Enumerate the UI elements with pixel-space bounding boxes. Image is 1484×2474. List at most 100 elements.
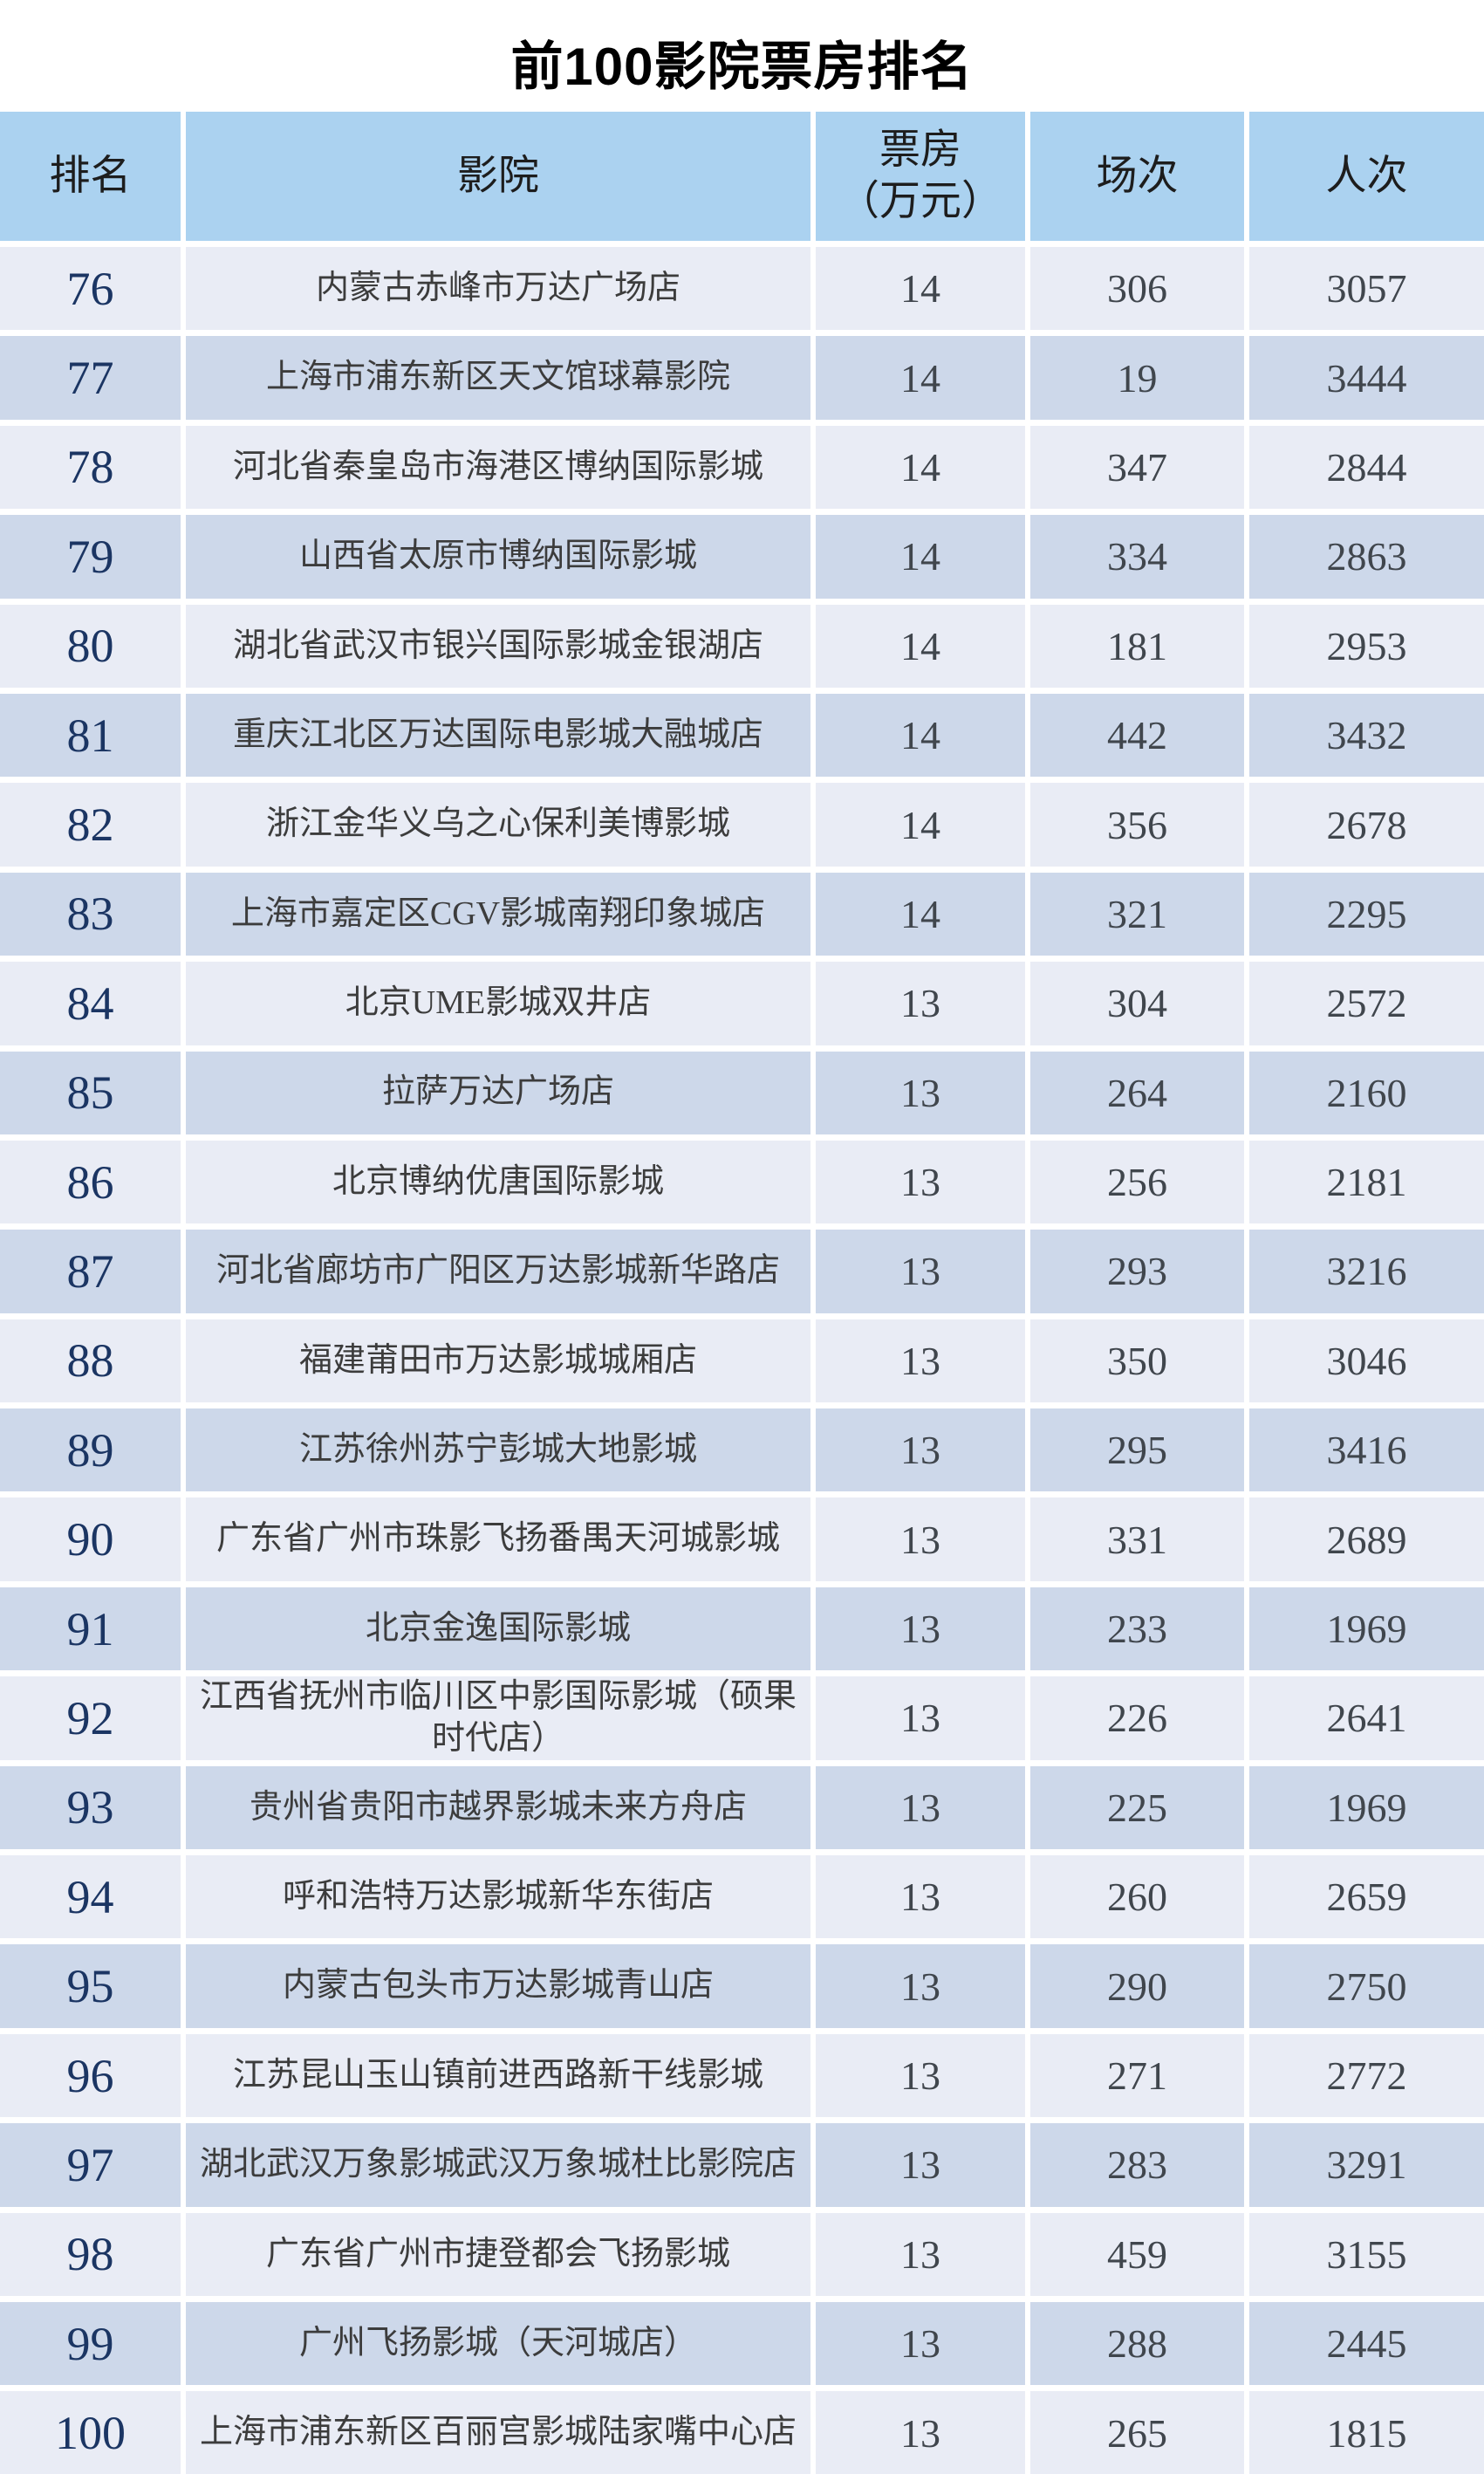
- sessions-cell: 288: [1030, 2301, 1244, 2386]
- rank-cell: 77: [0, 336, 181, 420]
- sessions-cell: 331: [1030, 1497, 1244, 1581]
- boxoffice-cell: 13: [816, 2391, 1025, 2474]
- rank-cell: 86: [0, 1140, 181, 1224]
- admissions-cell: 1969: [1249, 1587, 1484, 1671]
- boxoffice-cell: 14: [816, 425, 1025, 510]
- cinema-cell: 福建莆田市万达影城城厢店: [186, 1319, 810, 1403]
- cinema-cell: 上海市浦东新区百丽宫影城陆家嘴中心店: [186, 2391, 810, 2474]
- admissions-cell: 2659: [1249, 1855, 1484, 1939]
- column-header-boxoffice: 票房 （万元）: [816, 112, 1025, 241]
- boxoffice-cell: 13: [816, 1497, 1025, 1581]
- rank-cell: 80: [0, 604, 181, 688]
- admissions-cell: 2772: [1249, 2033, 1484, 2118]
- admissions-cell: 3155: [1249, 2212, 1484, 2296]
- admissions-cell: 2678: [1249, 783, 1484, 867]
- boxoffice-cell: 13: [816, 1140, 1025, 1224]
- sessions-cell: 306: [1030, 247, 1244, 331]
- sessions-cell: 356: [1030, 783, 1244, 867]
- column-header-rank: 排名: [0, 112, 181, 241]
- boxoffice-cell: 13: [816, 2212, 1025, 2296]
- admissions-cell: 3057: [1249, 247, 1484, 331]
- cinema-cell: 浙江金华义乌之心保利美博影城: [186, 783, 810, 867]
- cinema-cell: 重庆江北区万达国际电影城大融城店: [186, 693, 810, 778]
- boxoffice-cell: 14: [816, 872, 1025, 956]
- sessions-cell: 442: [1030, 693, 1244, 778]
- boxoffice-cell: 13: [816, 1408, 1025, 1492]
- rank-cell: 97: [0, 2123, 181, 2207]
- admissions-cell: 3432: [1249, 693, 1484, 778]
- sessions-cell: 181: [1030, 604, 1244, 688]
- boxoffice-cell: 14: [816, 336, 1025, 420]
- sessions-cell: 350: [1030, 1319, 1244, 1403]
- boxoffice-cell: 13: [816, 1319, 1025, 1403]
- sessions-cell: 347: [1030, 425, 1244, 510]
- rank-cell: 95: [0, 1944, 181, 2028]
- rank-cell: 93: [0, 1765, 181, 1850]
- column-header-cinema: 影院: [186, 112, 810, 241]
- sessions-cell: 264: [1030, 1051, 1244, 1134]
- admissions-cell: 3416: [1249, 1408, 1484, 1492]
- rank-cell: 91: [0, 1587, 181, 1671]
- column-header-sessions: 场次: [1030, 112, 1244, 241]
- sessions-cell: 459: [1030, 2212, 1244, 2296]
- cinema-cell: 河北省廊坊市广阳区万达影城新华路店: [186, 1230, 810, 1313]
- rank-cell: 88: [0, 1319, 181, 1403]
- cinema-cell: 湖北省武汉市银兴国际影城金银湖店: [186, 604, 810, 688]
- sessions-cell: 19: [1030, 336, 1244, 420]
- admissions-cell: 3291: [1249, 2123, 1484, 2207]
- sessions-cell: 321: [1030, 872, 1244, 956]
- rank-cell: 96: [0, 2033, 181, 2118]
- boxoffice-cell: 14: [816, 247, 1025, 331]
- rank-cell: 92: [0, 1676, 181, 1760]
- admissions-cell: 3216: [1249, 1230, 1484, 1313]
- sessions-cell: 225: [1030, 1765, 1244, 1850]
- boxoffice-cell: 13: [816, 2123, 1025, 2207]
- admissions-cell: 2572: [1249, 962, 1484, 1045]
- boxoffice-cell: 13: [816, 962, 1025, 1045]
- rank-cell: 81: [0, 693, 181, 778]
- rank-cell: 87: [0, 1230, 181, 1313]
- admissions-cell: 2641: [1249, 1676, 1484, 1760]
- sessions-cell: 295: [1030, 1408, 1244, 1492]
- rank-cell: 89: [0, 1408, 181, 1492]
- boxoffice-cell: 14: [816, 783, 1025, 867]
- sessions-cell: 293: [1030, 1230, 1244, 1313]
- sessions-cell: 304: [1030, 962, 1244, 1045]
- boxoffice-cell: 13: [816, 1230, 1025, 1313]
- admissions-cell: 2953: [1249, 604, 1484, 688]
- sessions-cell: 334: [1030, 515, 1244, 599]
- cinema-cell: 广东省广州市捷登都会飞扬影城: [186, 2212, 810, 2296]
- page-title: 前100影院票房排名: [510, 37, 974, 96]
- ranking-table: 排名 影院 票房 （万元） 场次 人次 76 内蒙古赤峰市万达广场店 14 30…: [0, 112, 1484, 2474]
- cinema-cell: 江苏徐州苏宁彭城大地影城: [186, 1408, 810, 1492]
- rank-cell: 78: [0, 425, 181, 510]
- sessions-cell: 260: [1030, 1855, 1244, 1939]
- cinema-cell: 内蒙古赤峰市万达广场店: [186, 247, 810, 331]
- boxoffice-cell: 13: [816, 1587, 1025, 1671]
- admissions-cell: 2160: [1249, 1051, 1484, 1134]
- cinema-cell: 呼和浩特万达影城新华东街店: [186, 1855, 810, 1939]
- cinema-cell: 内蒙古包头市万达影城青山店: [186, 1944, 810, 2028]
- admissions-cell: 1815: [1249, 2391, 1484, 2474]
- sessions-cell: 233: [1030, 1587, 1244, 1671]
- rank-cell: 79: [0, 515, 181, 599]
- sessions-cell: 265: [1030, 2391, 1244, 2474]
- boxoffice-cell: 13: [816, 1676, 1025, 1760]
- cinema-cell: 江西省抚州市临川区中影国际影城（硕果时代店）: [186, 1676, 810, 1760]
- admissions-cell: 3046: [1249, 1319, 1484, 1403]
- boxoffice-cell: 13: [816, 1944, 1025, 2028]
- cinema-cell: 广东省广州市珠影飞扬番禺天河城影城: [186, 1497, 810, 1581]
- rank-cell: 76: [0, 247, 181, 331]
- admissions-cell: 1969: [1249, 1765, 1484, 1850]
- admissions-cell: 3444: [1249, 336, 1484, 420]
- boxoffice-cell: 13: [816, 2033, 1025, 2118]
- boxoffice-cell: 14: [816, 604, 1025, 688]
- cinema-cell: 北京博纳优唐国际影城: [186, 1140, 810, 1224]
- admissions-cell: 2689: [1249, 1497, 1484, 1581]
- rank-cell: 100: [0, 2391, 181, 2474]
- cinema-cell: 上海市嘉定区CGV影城南翔印象城店: [186, 872, 810, 956]
- boxoffice-cell: 13: [816, 1051, 1025, 1134]
- boxoffice-cell: 13: [816, 1855, 1025, 1939]
- sessions-cell: 226: [1030, 1676, 1244, 1760]
